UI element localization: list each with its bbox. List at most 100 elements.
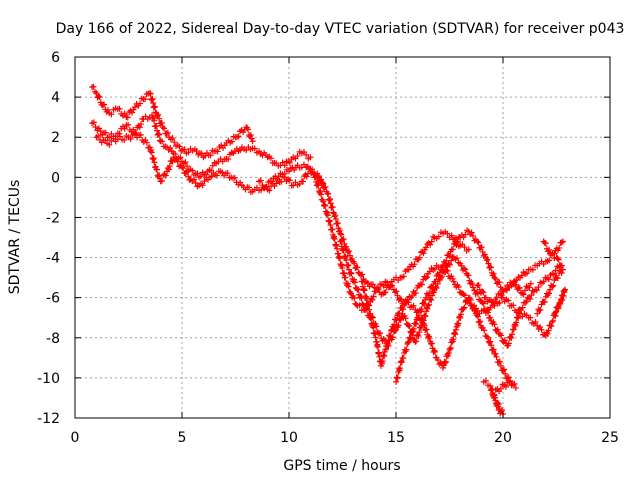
data-point	[416, 254, 423, 261]
data-point	[278, 178, 285, 185]
data-point	[474, 238, 481, 245]
data-point	[317, 188, 324, 195]
data-point	[400, 273, 407, 280]
data-point	[359, 278, 366, 285]
data-point	[462, 266, 469, 273]
data-point	[491, 274, 498, 281]
data-point	[455, 320, 462, 327]
data-point	[493, 401, 500, 408]
data-point	[336, 227, 343, 234]
data-point	[245, 126, 252, 133]
series-track-6	[337, 238, 519, 391]
data-point	[475, 313, 482, 320]
data-point	[422, 313, 429, 320]
data-point	[364, 280, 371, 287]
data-point	[478, 244, 485, 251]
data-point	[435, 233, 442, 240]
data-point	[398, 305, 405, 312]
data-point	[324, 190, 331, 197]
data-point	[155, 130, 162, 137]
data-point	[325, 191, 332, 198]
data-point	[155, 111, 162, 118]
data-point	[172, 151, 179, 158]
data-point	[432, 348, 439, 355]
data-point	[104, 106, 111, 113]
x-tick-label: 25	[601, 430, 619, 446]
data-point	[442, 260, 449, 267]
data-point	[401, 301, 408, 308]
data-point	[96, 94, 103, 101]
data-point	[558, 239, 565, 246]
data-point	[496, 406, 503, 413]
data-point	[92, 124, 99, 131]
data-point	[548, 323, 555, 330]
data-point	[369, 296, 376, 303]
data-point	[318, 176, 325, 183]
data-point	[389, 282, 396, 289]
data-point	[454, 238, 461, 245]
data-point	[303, 151, 310, 158]
series-track-7	[358, 253, 564, 350]
data-point	[159, 124, 166, 131]
data-point	[538, 326, 545, 333]
data-point	[146, 144, 153, 151]
data-point	[523, 270, 530, 277]
data-point	[171, 139, 178, 146]
data-point	[127, 135, 134, 142]
data-point	[319, 179, 326, 186]
data-point	[487, 314, 494, 321]
data-point	[393, 288, 400, 295]
y-tick-label: 0	[51, 170, 60, 186]
data-point	[485, 334, 492, 341]
data-point	[259, 182, 266, 189]
data-point	[490, 346, 497, 353]
data-point	[412, 321, 419, 328]
data-point	[281, 174, 288, 181]
x-tick-label: 20	[494, 430, 512, 446]
data-point	[421, 301, 428, 308]
data-point	[208, 173, 215, 180]
data-point	[527, 295, 534, 302]
data-point	[436, 269, 443, 276]
data-point	[435, 272, 442, 279]
x-tick-label: 10	[280, 430, 298, 446]
data-point	[528, 292, 535, 299]
data-point	[527, 280, 534, 287]
y-tick-label: -6	[46, 291, 60, 307]
data-point	[334, 220, 341, 227]
data-point	[143, 139, 150, 146]
data-point	[331, 235, 338, 242]
data-point	[556, 262, 563, 269]
data-point	[483, 306, 490, 313]
data-point	[412, 290, 419, 297]
data-point	[554, 275, 561, 282]
data-point	[445, 352, 452, 359]
data-point	[550, 317, 557, 324]
data-point	[537, 306, 544, 313]
data-point	[491, 391, 498, 398]
data-point	[375, 286, 382, 293]
data-point	[385, 342, 392, 349]
data-point	[560, 288, 567, 295]
data-point	[556, 244, 563, 251]
data-point	[177, 154, 184, 161]
data-point	[477, 244, 484, 251]
data-point	[540, 278, 547, 285]
data-point	[546, 290, 553, 297]
data-point	[457, 314, 464, 321]
data-point	[442, 359, 449, 366]
data-point	[412, 320, 419, 327]
y-tick-label: -12	[37, 411, 60, 427]
data-point	[458, 311, 465, 318]
data-point	[148, 96, 155, 103]
data-point	[452, 326, 459, 333]
data-point	[522, 287, 529, 294]
data-point	[470, 233, 477, 240]
data-point	[494, 326, 501, 333]
data-point	[495, 359, 502, 366]
data-point	[447, 344, 454, 351]
data-point	[314, 181, 321, 188]
data-point	[424, 305, 431, 312]
data-point	[442, 268, 449, 275]
